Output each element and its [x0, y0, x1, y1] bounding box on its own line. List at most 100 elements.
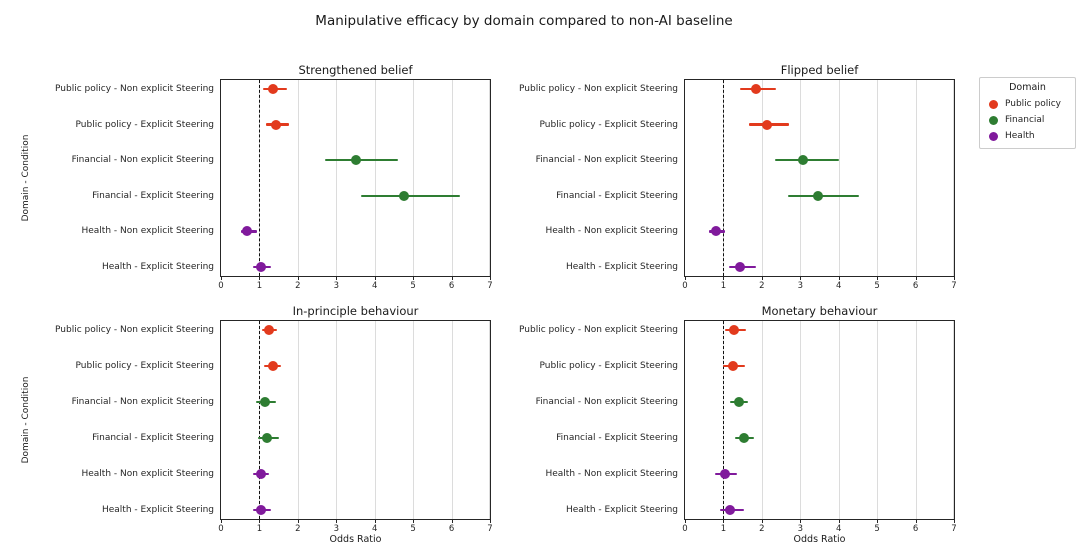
x-tick-label: 7: [951, 524, 957, 534]
point-marker: [267, 361, 278, 371]
gridline: [489, 321, 490, 519]
x-tick-label: 7: [487, 524, 493, 534]
legend-dot-icon: [989, 115, 998, 125]
y-tick-label: Financial - Non explicit Steering: [535, 155, 678, 166]
point-marker: [351, 155, 362, 166]
gridline: [953, 321, 954, 519]
x-tick-mark: [877, 277, 879, 280]
point-marker: [242, 226, 253, 237]
y-axis-label-top: Domain - Condition: [21, 134, 31, 222]
axes-monetary-behaviour: [684, 320, 955, 520]
baseline-dashed-line: [259, 321, 261, 519]
y-tick-label: Health - Non explicit Steering: [545, 469, 678, 479]
gridline: [800, 321, 802, 519]
x-tick-mark: [954, 520, 955, 523]
point-marker: [711, 226, 722, 237]
x-tick-mark: [838, 277, 840, 280]
point-marker: [259, 397, 270, 407]
x-tick-mark: [838, 520, 840, 523]
point-marker: [719, 469, 730, 479]
legend-item-label: Financial: [1005, 115, 1045, 125]
gridline: [761, 80, 763, 276]
gridline: [953, 80, 954, 276]
gridline: [413, 321, 415, 519]
y-tick-label: Health - Non explicit Steering: [81, 469, 214, 479]
x-tick-label: 2: [295, 281, 301, 291]
x-tick-label: 5: [874, 524, 880, 534]
x-tick-label: 6: [448, 281, 455, 291]
point-marker: [762, 119, 773, 130]
y-tick-label: Financial - Explicit Steering: [92, 190, 214, 201]
point-marker: [261, 433, 272, 443]
y-tick-label: Financial - Explicit Steering: [556, 433, 678, 443]
point-marker: [728, 361, 739, 371]
baseline-dashed-line: [723, 321, 725, 519]
x-tick-label: 3: [797, 524, 803, 534]
figure-title: Manipulative efficacy by domain compared…: [315, 13, 733, 29]
x-tick-label: 0: [682, 524, 688, 534]
point-marker: [255, 469, 266, 479]
x-tick-mark: [800, 277, 802, 280]
x-tick-mark: [259, 520, 261, 523]
legend-item-financial: Financial: [989, 115, 1070, 125]
x-tick-mark: [685, 520, 686, 523]
x-tick-mark: [413, 277, 415, 280]
point-marker: [734, 262, 745, 273]
legend: Domain Public policy Financial Health: [979, 77, 1076, 149]
legend-dot-icon: [989, 99, 998, 109]
x-tick-mark: [954, 277, 955, 280]
gridline: [413, 80, 415, 276]
subplot-title-in-principle-behaviour: In-principle behaviour: [292, 304, 419, 318]
x-tick-mark: [723, 277, 725, 280]
gridline: [451, 321, 453, 519]
point-marker: [729, 325, 740, 335]
x-tick-label: 2: [759, 524, 765, 534]
y-tick-label: Public policy - Explicit Steering: [539, 119, 678, 130]
legend-dot-icon: [989, 131, 998, 141]
point-marker: [751, 83, 762, 94]
ci-line: [787, 194, 860, 198]
y-tick-label: Health - Non explicit Steering: [81, 226, 214, 237]
x-tick-mark: [297, 520, 299, 523]
x-tick-label: 2: [759, 281, 765, 291]
x-tick-label: 0: [218, 281, 224, 291]
point-marker: [256, 505, 267, 515]
point-marker: [255, 262, 266, 273]
gridline: [838, 80, 840, 276]
axes-strengthened-belief: [220, 79, 491, 277]
x-tick-label: 6: [912, 524, 919, 534]
x-tick-label: 0: [218, 524, 224, 534]
gridline: [915, 80, 917, 276]
x-tick-label: 7: [487, 281, 493, 291]
legend-item-health: Health: [989, 131, 1070, 141]
point-marker: [398, 190, 409, 201]
x-tick-label: 4: [371, 281, 378, 291]
x-tick-label: 1: [720, 524, 727, 534]
y-tick-label: Public policy - Non explicit Steering: [519, 325, 678, 335]
subplot-title-monetary-behaviour: Monetary behaviour: [761, 304, 878, 318]
x-tick-mark: [915, 520, 917, 523]
point-marker: [812, 190, 823, 201]
gridline: [336, 321, 338, 519]
gridline: [915, 321, 917, 519]
ci-line: [325, 158, 398, 162]
y-tick-label: Public policy - Explicit Steering: [75, 361, 214, 371]
y-tick-label: Public policy - Explicit Steering: [539, 361, 678, 371]
gridline: [800, 80, 802, 276]
gridline: [838, 321, 840, 519]
gridline: [877, 80, 879, 276]
x-axis-label-right: Odds Ratio: [793, 534, 846, 545]
baseline-dashed-line: [259, 80, 261, 276]
x-tick-mark: [761, 277, 763, 280]
x-tick-label: 0: [682, 281, 688, 291]
y-tick-label: Financial - Non explicit Steering: [535, 397, 678, 407]
x-tick-label: 5: [410, 524, 416, 534]
x-tick-mark: [451, 277, 453, 280]
x-tick-mark: [221, 277, 222, 280]
y-tick-label: Public policy - Non explicit Steering: [55, 325, 214, 335]
x-tick-mark: [490, 520, 491, 523]
gridline: [297, 80, 299, 276]
x-tick-label: 4: [835, 524, 842, 534]
x-tick-mark: [259, 277, 261, 280]
x-tick-label: 2: [295, 524, 301, 534]
